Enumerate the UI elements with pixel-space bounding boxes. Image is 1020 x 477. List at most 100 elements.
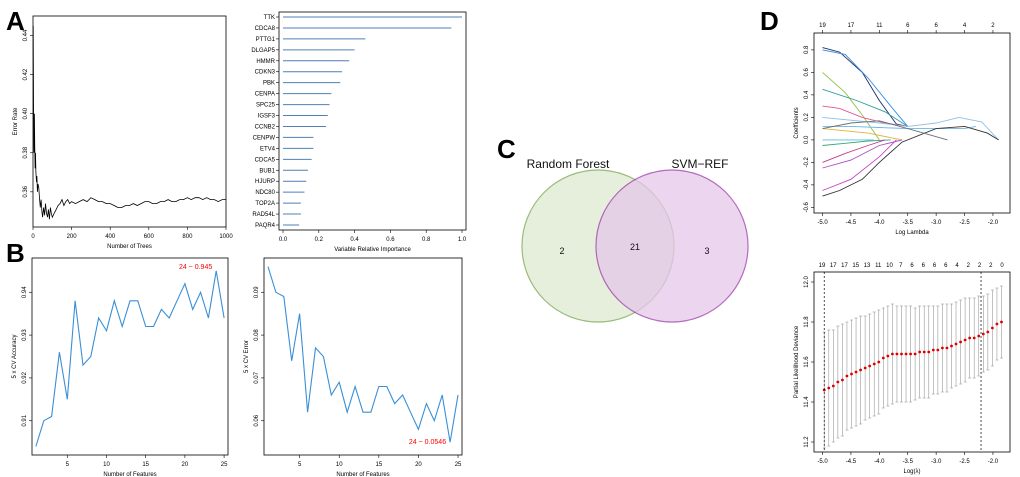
top-tick-label: 15: [852, 263, 859, 269]
y-tick-label: 12.0: [804, 276, 810, 288]
lasso-cv-chart: -5.0 -4.5 -4.0 -3.5 -3.0 -2.5 -2.0 11.2 11.4 11.6…: [794, 263, 1011, 475]
plot-frame: [813, 32, 1011, 214]
deviance-point: [950, 344, 953, 348]
deviance-point: [945, 346, 949, 350]
top-tick-label: 4: [963, 23, 967, 29]
y-axis-label: 5 x CV Accuracy: [12, 334, 18, 378]
venn-count-intersection: 21: [630, 242, 640, 252]
best-point-annotation: 24 ~ 0.945: [179, 264, 212, 271]
deviance-point: [931, 348, 935, 352]
rf-error-rate-chart: 0 200 400 600 800 1000 0.36 0.38 0.40 0.42 0.44 Num…: [13, 15, 233, 250]
x-tick-label: 25: [221, 462, 228, 468]
cv-curve: [35, 270, 225, 447]
best-point-annotation: 24 ~ 0.0546: [409, 439, 446, 446]
x-tick-label: 0.8: [422, 237, 431, 243]
plot-frame: [813, 271, 1011, 453]
x-tick-label: -5.0: [817, 459, 828, 465]
deviance-point: [927, 350, 931, 354]
y-tick-label: 0.36: [23, 185, 29, 197]
y-tick-label: 11.2: [804, 436, 810, 448]
gene-label: CDKN3: [255, 70, 276, 76]
x-tick-label: 200: [67, 234, 78, 240]
top-tick-label: 6: [934, 23, 938, 29]
deviance-point: [863, 366, 867, 370]
y-tick-label: 11.6: [804, 356, 810, 368]
y-tick-label: 0.07: [254, 371, 260, 383]
top-tick-label: 17: [848, 23, 855, 29]
y-tick-label: 0.06: [254, 414, 260, 426]
top-tick-label: 6: [922, 263, 926, 269]
x-tick-label: 15: [375, 462, 382, 468]
gene-label: CCNB2: [255, 124, 276, 130]
x-tick-label: 20: [415, 462, 422, 468]
deviance-point: [972, 336, 976, 340]
deviance-point: [959, 340, 962, 344]
deviance-point: [841, 378, 844, 382]
top-tick-label: 11: [875, 263, 882, 269]
deviance-point: [904, 352, 908, 356]
y-tick-label: 0.38: [23, 146, 29, 158]
plot-frame: [32, 15, 227, 228]
gene-label: ETV4: [260, 146, 276, 152]
x-axis-label: Number of Features: [103, 472, 156, 477]
x-axis-label: Log(λ): [903, 469, 920, 475]
top-tick-label: 2: [978, 263, 982, 269]
cv-curve: [267, 266, 459, 443]
gene-label: TOP2A: [255, 201, 275, 207]
gene-label: CENPW: [253, 135, 276, 141]
venn-diagram: Random Forest SVM−REF 2 21 3: [521, 157, 749, 323]
x-tick-label: -4.5: [846, 459, 857, 465]
plot-frame: [278, 11, 467, 231]
x-tick-label: 0.0: [279, 237, 288, 243]
deviance-point: [891, 352, 894, 356]
y-tick-label: 0.92: [22, 371, 28, 383]
gene-label: CENPA: [255, 92, 275, 98]
x-tick-label: 25: [455, 462, 462, 468]
y-tick-label: -0.2: [804, 157, 810, 168]
gene-label: PTTG1: [256, 37, 276, 43]
x-axis-label: Number of Features: [336, 472, 389, 477]
panel-label-d: D: [760, 6, 779, 36]
y-axis-label: 5 x CV Error: [244, 340, 250, 373]
deviance-point: [963, 338, 967, 342]
coefficient-path: [822, 47, 908, 127]
x-tick-label: -3.0: [931, 220, 942, 226]
error-rate-line: [32, 25, 226, 220]
gene-label: IGSF3: [258, 114, 276, 120]
top-tick-label: 10: [886, 263, 893, 269]
x-axis-label: Variable Relative Importance: [334, 247, 411, 253]
y-tick-label: 11.4: [804, 396, 810, 408]
y-tick-label: 0.08: [254, 329, 260, 341]
x-tick-label: 0: [31, 234, 35, 240]
x-tick-label: -2.0: [988, 459, 999, 465]
x-tick-label: 10: [103, 462, 110, 468]
gene-label: TTK: [264, 15, 275, 21]
venn-count-svm-ref-only: 3: [704, 246, 709, 256]
panel-label-c: C: [497, 134, 516, 164]
coefficient-path: [822, 116, 999, 141]
deviance-point: [940, 346, 944, 350]
deviance-point: [986, 330, 990, 334]
venn-set-label-svm-ref: SVM−REF: [671, 157, 728, 171]
deviance-point: [895, 352, 899, 356]
deviance-point: [827, 386, 831, 390]
x-tick-label: 1000: [219, 234, 233, 240]
gene-label: PAQR4: [255, 223, 276, 229]
y-axis-label: Error Rate: [13, 107, 19, 135]
top-tick-label: 6: [944, 263, 948, 269]
y-tick-label: 0.2: [804, 113, 810, 122]
x-tick-label: 1.0: [458, 237, 467, 243]
y-tick-label: -0.6: [804, 202, 810, 213]
coefficient-path: [822, 139, 903, 169]
coefficient-path: [822, 49, 909, 127]
deviance-point: [836, 380, 840, 384]
top-tick-label: 7: [899, 263, 903, 269]
y-axis-label: Coefficients: [794, 107, 800, 138]
top-tick-label: 19: [819, 263, 826, 269]
x-tick-label: -4.0: [874, 459, 885, 465]
venn-circle-svm-ref: [595, 169, 749, 323]
y-tick-label: 0.42: [23, 68, 29, 80]
y-tick-label: 0.40: [23, 107, 29, 119]
coefficient-path: [822, 125, 999, 197]
y-axis-label: Partial Likelihood Deviance: [794, 325, 800, 398]
